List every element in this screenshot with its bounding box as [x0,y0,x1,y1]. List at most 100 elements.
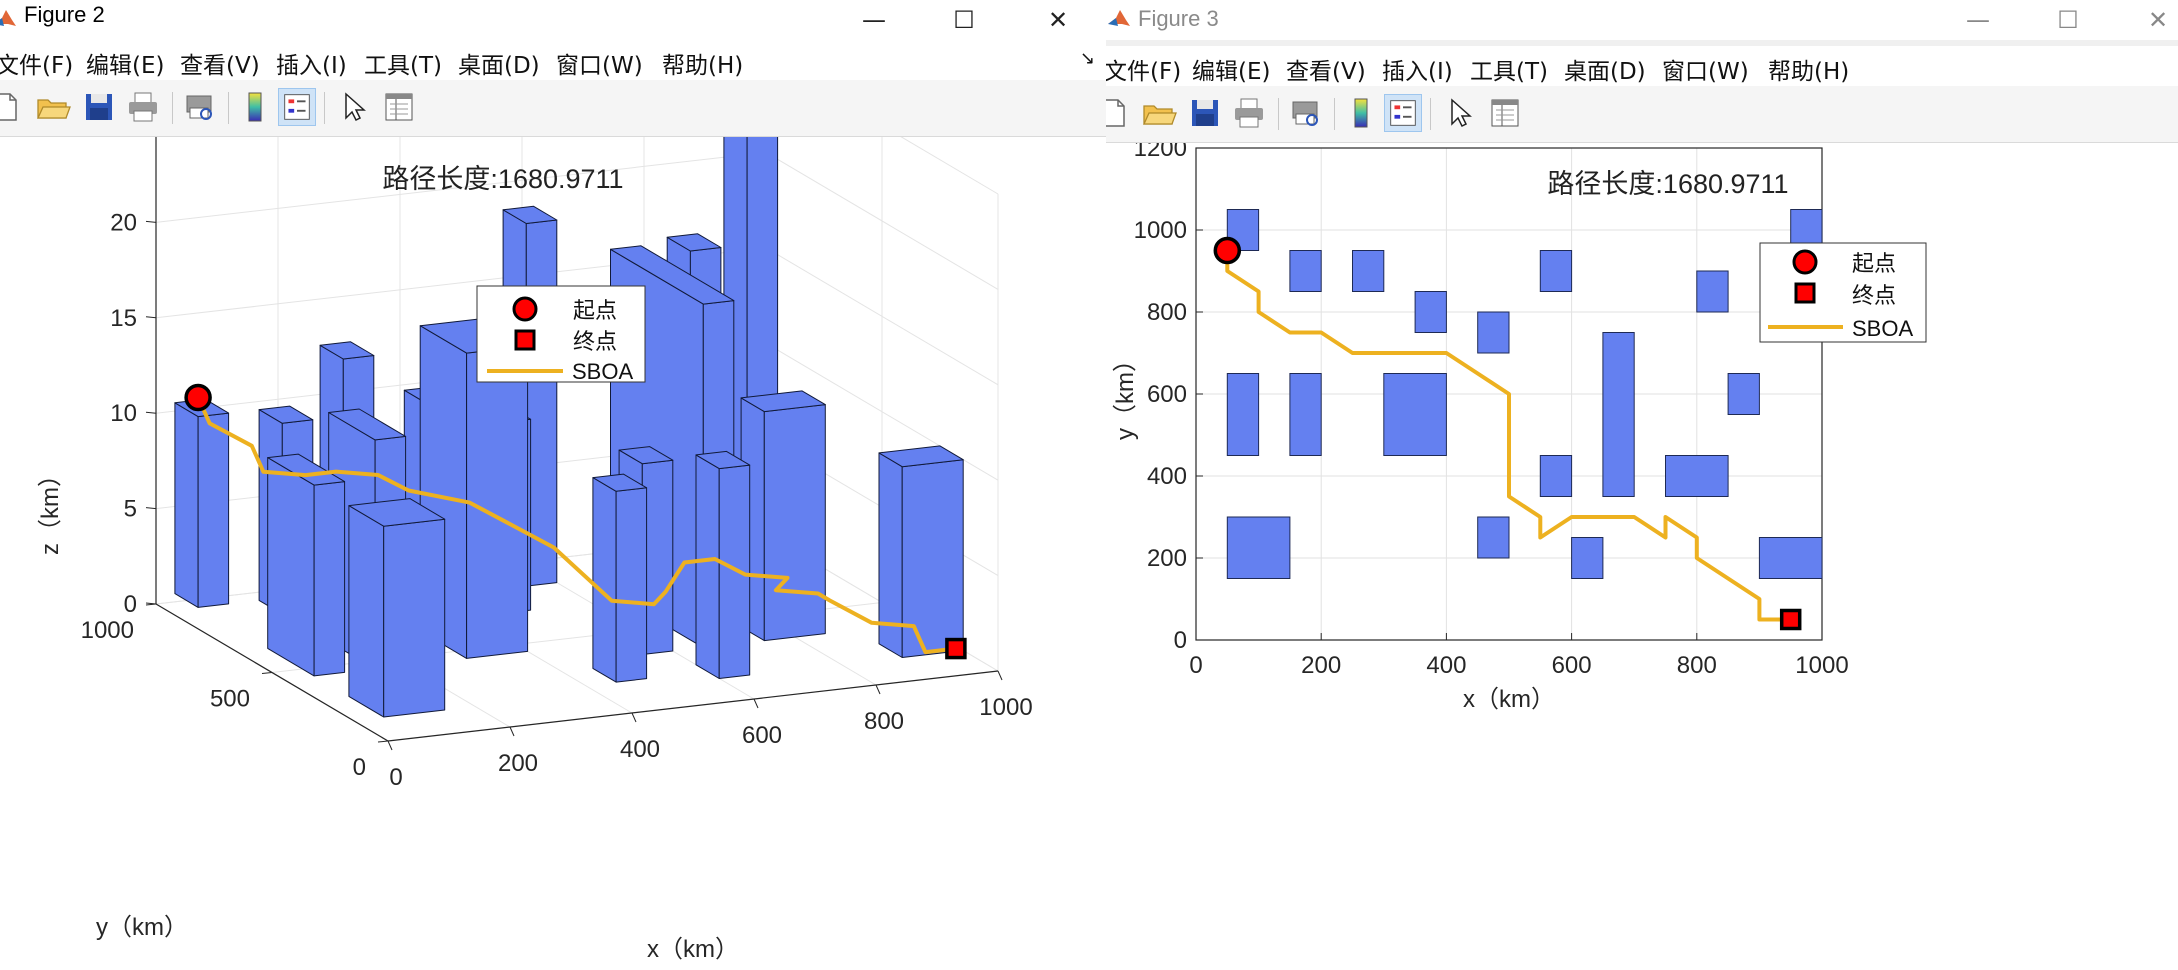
z-tick-mark [145,411,157,414]
menu-insert[interactable]: 插入(I) [1382,59,1453,85]
figure-2-window: Figure 2 — ☐ ✕ 文件(F) 编辑(E) 查看(V) 插入(I) 工… [0,0,1107,970]
menu-window[interactable]: 窗口(W) [556,53,643,79]
save-icon[interactable] [80,88,118,126]
new-file-icon[interactable] [1106,94,1132,132]
close-button[interactable]: ✕ [2147,6,2169,34]
menu-desktop[interactable]: 桌面(D) [458,53,540,79]
path-line [196,396,957,655]
obstacle [1226,373,1260,456]
property-inspector-icon[interactable] [380,88,418,126]
open-folder-icon[interactable] [34,88,72,126]
property-inspector-icon[interactable] [1486,94,1524,132]
obstacle [1539,250,1573,292]
dock-arrow-icon[interactable]: ↘ [1080,48,1096,69]
z-tick-label: 15 [110,305,137,332]
print-icon[interactable] [124,88,162,126]
y-tick-mark [377,740,389,743]
obstacle [1696,270,1729,313]
minimize-button[interactable]: — [862,6,886,34]
print-preview-icon[interactable] [180,88,218,126]
y-tick-label: 1000 [81,617,134,644]
pointer-icon[interactable] [334,88,372,126]
toolbar-separator [1334,98,1335,130]
y-tick-label: 0 [1174,627,1187,654]
legend-box [476,285,646,383]
obstacle [1758,537,1823,579]
menu-tools[interactable]: 工具(T) [364,53,442,79]
y-tick-label: 500 [210,686,250,713]
menu-help[interactable]: 帮助(H) [662,53,744,79]
obstacle-front-face [718,464,751,679]
menu-view[interactable]: 查看(V) [180,53,260,79]
obstacle [1226,516,1291,579]
obstacle-side-face [695,454,720,679]
figure-3-window: Figure 3 — ☐ ✕ 文件(F) 编辑(E) 查看(V) 插入(I) 工… [1106,0,2178,970]
obstacle-top-face [348,498,446,527]
obstacle [1289,250,1322,292]
goal-marker [945,637,967,660]
chart-title: 路径长度:1680.9711 [1547,169,1788,199]
menu-file[interactable]: 文件(F) [1106,59,1182,85]
x-axis-label: x（km） [647,936,739,963]
maximize-button[interactable]: ☐ [953,6,975,34]
x-tick-mark [387,740,393,751]
toolbar-separator [1278,98,1279,130]
obstacle-side-face [174,402,199,608]
close-button[interactable]: ✕ [1047,6,1069,34]
obstacle-front-face [313,481,346,677]
x-tick-label: 800 [1677,652,1717,679]
colorbar-icon[interactable] [236,88,274,126]
window-title: Figure 2 [24,2,105,27]
menu-bar: 文件(F) 编辑(E) 查看(V) 插入(I) 工具(T) 桌面(D) 窗口(W… [0,40,1106,80]
z-tick-label: 20 [110,209,137,236]
obstacle-front-face [466,345,529,659]
new-file-icon[interactable] [0,88,24,126]
z-axis-label: z（km） [37,463,64,555]
save-icon[interactable] [1186,94,1224,132]
legend-icon[interactable] [278,88,316,126]
menu-view[interactable]: 查看(V) [1286,59,1366,85]
legend: 起点 终点 SBOA [1759,242,1927,343]
goal-marker [1779,608,1802,631]
legend-goal-label: 终点 [573,329,617,354]
chart-3d-figure: 02004006008001000050010000510152025x（km）… [0,137,1106,970]
menu-window[interactable]: 窗口(W) [1662,59,1749,85]
title-bar[interactable]: Figure 3 — ☐ ✕ [1106,0,2178,40]
menu-help[interactable]: 帮助(H) [1768,59,1850,85]
x-tick-mark [631,712,637,723]
x-tick-mark [509,726,515,737]
x-tick-mark [875,684,881,695]
maximize-button[interactable]: ☐ [2057,6,2079,34]
obstacle [1383,373,1447,456]
title-bar[interactable]: Figure 2 — ☐ ✕ [0,0,1106,40]
menu-edit[interactable]: 编辑(E) [86,53,165,79]
colorbar-icon[interactable] [1342,94,1380,132]
window-title: Figure 3 [1138,6,1219,31]
obstacle [348,498,446,718]
legend: 起点 终点 SBOA [476,285,646,384]
legend-start-marker [512,296,538,322]
figure-toolbar [0,80,1106,137]
menu-insert[interactable]: 插入(I) [276,53,347,79]
print-icon[interactable] [1230,94,1268,132]
obstacle-side-face [267,457,315,677]
obstacle [1477,311,1510,354]
obstacle-top-face [878,445,964,468]
x-tick-label: 0 [389,764,402,791]
menu-tools[interactable]: 工具(T) [1470,59,1548,85]
path-layer [184,383,967,660]
pointer-icon[interactable] [1440,94,1478,132]
obstacle-top-face [592,473,648,492]
print-preview-icon[interactable] [1286,94,1324,132]
z-tick-label: 5 [124,496,137,523]
minimize-button[interactable]: — [1966,6,1990,34]
obstacle [1571,537,1604,579]
path-line [1225,250,1791,622]
open-folder-icon[interactable] [1140,94,1178,132]
menu-desktop[interactable]: 桌面(D) [1564,59,1646,85]
legend-icon[interactable] [1384,94,1422,132]
y-tick-label: 400 [1147,463,1187,490]
menu-edit[interactable]: 编辑(E) [1192,59,1271,85]
menu-file[interactable]: 文件(F) [0,53,74,79]
y-tick-label: 800 [1147,299,1187,326]
